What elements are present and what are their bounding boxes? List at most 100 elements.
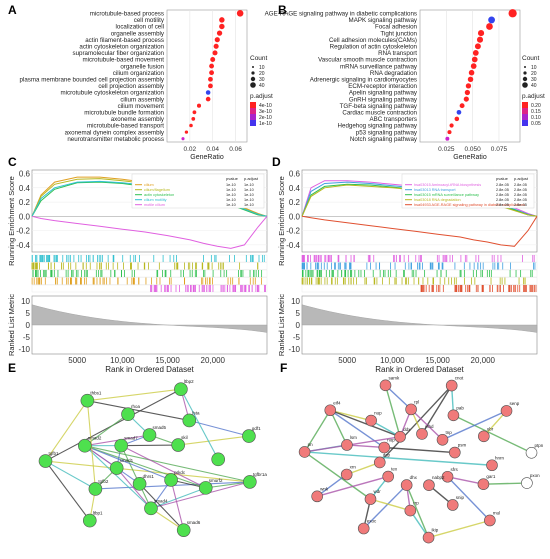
e-network-node-label: tgfbr1a <box>253 472 268 477</box>
e-network-node <box>177 524 190 537</box>
c-legend-pvalue: 1e-10 <box>226 188 236 192</box>
c-legend-pvalue: 1e-10 <box>226 193 236 197</box>
f-network-node-label: dhx <box>410 475 418 480</box>
a-data-point <box>209 70 214 75</box>
c-rank-y-tick-label: 10 <box>21 297 30 306</box>
d-legend-header-pvalue: pvalue <box>496 176 509 181</box>
d-rank-y-tick-label: 5 <box>296 309 301 318</box>
b-legend-size-key <box>524 66 526 68</box>
d-legend-header-padj: p.adjust <box>514 176 529 181</box>
d-es-y-tick-label: -0.2 <box>286 227 300 236</box>
f-network-node <box>406 404 417 415</box>
f-network-node-label: exoc <box>367 518 377 523</box>
f-network-node-label: mul <box>493 510 500 515</box>
c-hit-band <box>32 255 267 262</box>
b-legend-size-label: 40 <box>531 83 537 89</box>
b-data-point <box>457 110 462 115</box>
d-x-axis-label: Rank in Ordered Dataset <box>375 365 464 374</box>
e-network-node <box>110 462 123 475</box>
d-hit-band <box>302 270 537 277</box>
b-legend-color-swatch <box>522 108 528 114</box>
c-legend-padj: 1e-10 <box>244 203 254 207</box>
f-network-edge <box>384 448 455 453</box>
b-legend-size-title: Count <box>522 55 540 62</box>
b-legend-color-swatch <box>522 120 528 126</box>
c-es-y-tick-label: -0.2 <box>16 227 30 236</box>
b-data-point <box>468 77 473 82</box>
f-network-node-label: samk <box>389 375 401 380</box>
a-data-point <box>219 17 224 22</box>
c-x-tick-label: 20,000 <box>201 356 226 365</box>
d-es-y-axis-label: Running Enrichment Score <box>277 176 286 266</box>
e-network-node <box>183 414 196 427</box>
e-network-node-label: ltbp2 <box>184 379 194 384</box>
f-network-node <box>446 380 457 391</box>
d-rank-y-tick-label: 10 <box>291 297 300 306</box>
d-legend-series-name: hsa03013 RNA transport <box>414 188 457 192</box>
e-network-node-label: skil <box>181 435 188 440</box>
f-network-edge <box>483 483 526 484</box>
f-network-node-label: nabp2 <box>432 475 445 480</box>
f-network-node <box>299 446 310 457</box>
a-data-point <box>191 117 195 121</box>
a-legend-color-title: p.adjust <box>250 93 273 100</box>
b-data-point <box>447 130 451 134</box>
a-category-label: neurotransmitter metabolic process <box>67 136 164 143</box>
f-network-node-label: snip <box>456 495 465 500</box>
e-network-node-label: gdf1 <box>252 426 261 431</box>
b-data-point <box>469 70 475 76</box>
e-network-node <box>78 439 91 452</box>
a-data-point <box>215 37 220 42</box>
f-network-node-label: ikip <box>432 528 439 533</box>
a-x-tick-label: 0.06 <box>229 146 242 153</box>
c-x-tick-label: 10,000 <box>110 356 135 365</box>
a-legend-size-label: 40 <box>259 83 265 89</box>
d-legend-pvalue: 2.8e-05 <box>496 193 509 197</box>
b-legend-color-swatch <box>522 102 528 108</box>
a-data-point <box>217 30 222 35</box>
a-legend-size-key <box>250 82 256 88</box>
c-es-y-tick-label: 0.2 <box>19 198 31 207</box>
c-x-tick-label: 5000 <box>68 356 86 365</box>
e-network-node <box>199 481 212 494</box>
f-network-node <box>521 478 532 489</box>
a-legend-color-swatch <box>250 120 256 126</box>
a-legend-color-swatch <box>250 114 256 120</box>
f-network-node-label: tnp <box>446 430 453 435</box>
a-data-point <box>193 110 197 114</box>
f-network-node-label: ptpn <box>535 443 544 448</box>
b-legend-color-label: 0.05 <box>531 121 541 127</box>
a-data-point <box>208 77 213 82</box>
a-data-point <box>206 90 211 95</box>
b-legend-size-key <box>523 71 526 74</box>
a-legend-color-swatch <box>250 102 256 108</box>
d-legend-padj: 2.8e-05 <box>514 188 527 192</box>
a-data-point <box>210 57 215 62</box>
c-hit-band <box>32 263 267 270</box>
e-network-node-label: smad2 <box>88 436 102 441</box>
f-network-node-label: hnrn <box>495 455 505 460</box>
f-network-node <box>366 415 377 426</box>
a-data-point <box>206 97 211 102</box>
f-network-node <box>401 480 412 491</box>
d-legend-pvalue: 2.8e-05 <box>496 203 509 207</box>
c-legend-padj: 1e-10 <box>244 198 254 202</box>
panel-letter-f: F <box>280 361 287 375</box>
e-network-node-label: fsta <box>192 410 200 415</box>
b-legend-size-key <box>523 77 527 81</box>
a-data-point <box>219 24 224 29</box>
a-data-point <box>197 104 201 108</box>
b-legend-color-swatch <box>522 114 528 120</box>
c-x-axis-label: Rank in Ordered Dataset <box>105 365 194 374</box>
f-network-node-label: pn <box>308 442 314 447</box>
e-network-edge <box>178 436 249 445</box>
f-network-node <box>501 405 512 416</box>
f-network-node-label: sfrs <box>451 467 459 472</box>
d-x-tick-label: 20,000 <box>471 356 496 365</box>
a-legend-size-title: Count <box>250 55 268 62</box>
e-network-node <box>165 473 178 486</box>
f-network-node <box>423 532 434 543</box>
b-x-tick-label: 0.050 <box>464 146 481 153</box>
